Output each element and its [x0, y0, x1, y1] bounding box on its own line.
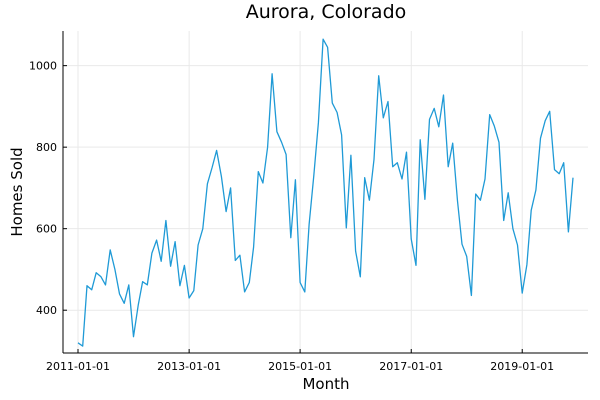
grid-lines: [63, 31, 588, 353]
y-tick-label: 1000: [29, 60, 57, 73]
x-tick-labels: 2011-01-01 2013-01-01 2015-01-01 2017-01-01…: [46, 349, 554, 373]
x-tick-label: 2019-01-01: [490, 360, 554, 373]
y-tick-label: 800: [36, 141, 57, 154]
series-layer: [77, 38, 574, 347]
x-tick-label: 2017-01-01: [379, 360, 443, 373]
x-tick-label: 2015-01-01: [268, 360, 332, 373]
chart-title: Aurora, Colorado: [246, 1, 407, 23]
series-line: [77, 38, 574, 347]
x-tick-label: 2013-01-01: [157, 360, 221, 373]
y-axis-label: Homes Sold: [8, 147, 26, 236]
y-tick-label: 400: [36, 304, 57, 317]
axes: [62, 31, 588, 354]
y-tick-label: 600: [36, 223, 57, 236]
x-tick-label: 2011-01-01: [46, 360, 110, 373]
y-tick-labels: 400 600 800 1000: [29, 60, 67, 317]
x-axis-label: Month: [302, 375, 349, 393]
